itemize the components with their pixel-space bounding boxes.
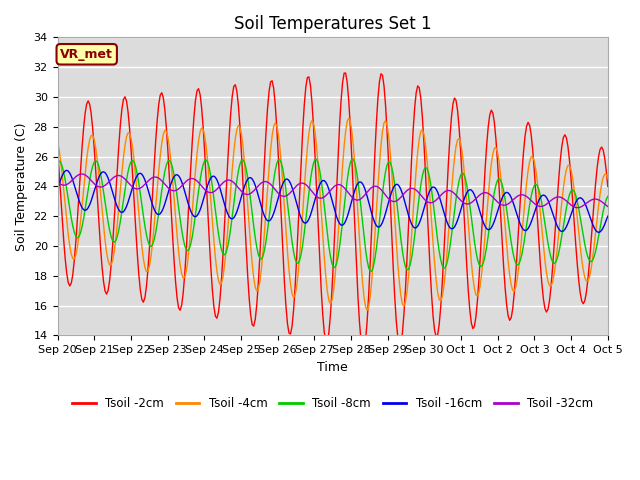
Tsoil -2cm: [54, 146, 61, 152]
Line: Tsoil -32cm: Tsoil -32cm: [58, 174, 608, 208]
Tsoil -16cm: [220, 196, 227, 202]
Tsoil -2cm: [577, 290, 584, 296]
Tsoil -32cm: [296, 180, 303, 186]
Tsoil -8cm: [236, 161, 244, 167]
X-axis label: Time: Time: [317, 360, 348, 374]
Tsoil -16cm: [237, 193, 245, 199]
Text: VR_met: VR_met: [60, 48, 113, 61]
Tsoil -16cm: [247, 175, 255, 180]
Tsoil -32cm: [604, 204, 612, 209]
Tsoil -8cm: [245, 185, 253, 191]
Tsoil -16cm: [575, 195, 582, 201]
Tsoil -8cm: [366, 268, 374, 274]
Tsoil -32cm: [220, 180, 227, 186]
Tsoil -4cm: [294, 270, 302, 276]
Title: Soil Temperatures Set 1: Soil Temperatures Set 1: [234, 15, 431, 33]
Tsoil -4cm: [245, 223, 253, 228]
Tsoil -8cm: [348, 156, 356, 162]
Tsoil -8cm: [604, 193, 612, 199]
Tsoil -8cm: [54, 159, 61, 165]
Tsoil -2cm: [218, 276, 225, 282]
Tsoil -8cm: [577, 214, 584, 220]
Line: Tsoil -8cm: Tsoil -8cm: [58, 159, 608, 271]
Tsoil -32cm: [54, 179, 61, 185]
Y-axis label: Soil Temperature (C): Soil Temperature (C): [15, 122, 28, 251]
Tsoil -2cm: [604, 183, 612, 189]
Tsoil -16cm: [63, 168, 70, 173]
Legend: Tsoil -2cm, Tsoil -4cm, Tsoil -8cm, Tsoil -16cm, Tsoil -32cm: Tsoil -2cm, Tsoil -4cm, Tsoil -8cm, Tsoi…: [67, 392, 598, 414]
Line: Tsoil -16cm: Tsoil -16cm: [58, 170, 608, 232]
Tsoil -2cm: [121, 94, 129, 100]
Tsoil -2cm: [340, 70, 348, 76]
Tsoil -4cm: [218, 280, 225, 286]
Tsoil -32cm: [247, 191, 255, 196]
Tsoil -32cm: [123, 178, 131, 183]
Tsoil -32cm: [78, 171, 86, 177]
Tsoil -16cm: [54, 186, 61, 192]
Tsoil -4cm: [364, 307, 371, 313]
Tsoil -2cm: [236, 124, 244, 130]
Tsoil -4cm: [345, 115, 353, 121]
Tsoil -4cm: [604, 176, 612, 181]
Line: Tsoil -2cm: Tsoil -2cm: [58, 73, 608, 350]
Tsoil -8cm: [294, 260, 302, 266]
Tsoil -16cm: [123, 204, 131, 209]
Tsoil -4cm: [236, 124, 244, 130]
Tsoil -16cm: [296, 211, 303, 217]
Line: Tsoil -4cm: Tsoil -4cm: [58, 118, 608, 310]
Tsoil -32cm: [577, 204, 584, 210]
Tsoil -16cm: [604, 213, 612, 219]
Tsoil -32cm: [237, 189, 245, 194]
Tsoil -32cm: [573, 205, 581, 211]
Tsoil -2cm: [294, 223, 302, 229]
Tsoil -16cm: [595, 229, 602, 235]
Tsoil -2cm: [245, 295, 253, 300]
Tsoil -4cm: [121, 143, 129, 148]
Tsoil -4cm: [577, 243, 584, 249]
Tsoil -8cm: [218, 247, 225, 253]
Tsoil -4cm: [54, 139, 61, 144]
Tsoil -2cm: [358, 347, 366, 353]
Tsoil -8cm: [121, 187, 129, 193]
